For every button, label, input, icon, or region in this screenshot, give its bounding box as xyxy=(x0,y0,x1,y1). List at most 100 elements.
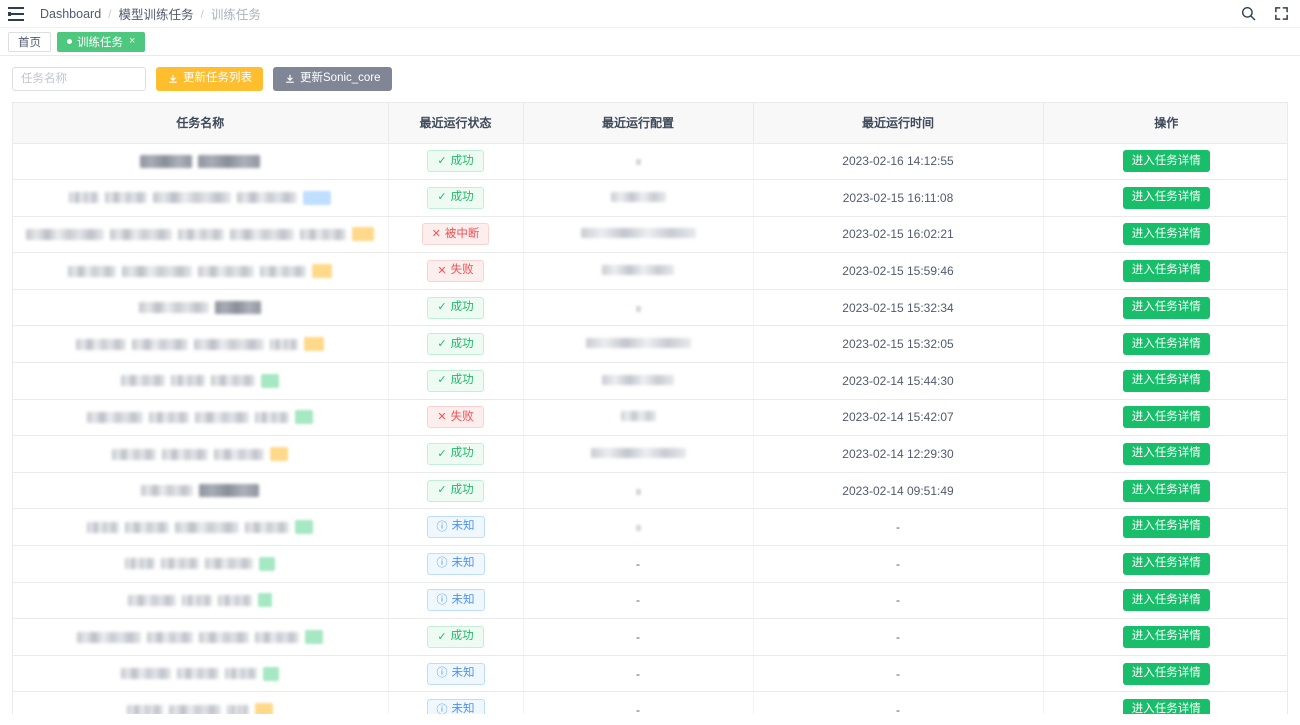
task-tag-chip xyxy=(255,703,274,714)
breadcrumb-separator: / xyxy=(108,6,112,21)
task-name-redacted xyxy=(19,410,382,425)
fullscreen-icon[interactable] xyxy=(1273,5,1290,22)
enter-task-detail-button[interactable]: 进入任务详情 xyxy=(1122,150,1210,173)
update-sonic-core-button[interactable]: 更新Sonic_core xyxy=(273,67,392,91)
cell-last-run-time: - xyxy=(753,691,1044,714)
column-header-last-run-time: 最近运行时间 xyxy=(753,103,1044,144)
status-badge-unknown: ⓘ 未知 xyxy=(426,699,485,714)
cell-last-run-config xyxy=(523,179,754,217)
update-task-list-label: 更新任务列表 xyxy=(183,72,252,85)
cell-last-run-status: ✓ 成功 xyxy=(388,325,524,364)
table-row: ⓘ 未知 - - 进入任务详情 xyxy=(13,655,1287,693)
enter-task-detail-button[interactable]: 进入任务详情 xyxy=(1122,589,1210,612)
cell-last-run-config: - xyxy=(523,582,754,620)
search-icon[interactable] xyxy=(1240,5,1257,22)
filter-toolbar: 更新任务列表 更新Sonic_core xyxy=(0,56,1300,102)
enter-task-detail-button[interactable]: 进入任务详情 xyxy=(1122,406,1210,429)
cell-last-run-status: ✓ 成功 xyxy=(388,362,524,400)
cell-last-run-status: ✕ 被中断 xyxy=(388,216,524,254)
task-tag-chip xyxy=(305,630,324,645)
tab-training-task[interactable]: 训练任务 × xyxy=(57,31,146,52)
enter-task-detail-button[interactable]: 进入任务详情 xyxy=(1122,552,1210,575)
cell-last-run-config xyxy=(523,289,754,327)
cell-task-name xyxy=(13,435,389,473)
table-row: ✕ 被中断 2023-02-15 16:02:21 进入任务详情 xyxy=(13,216,1287,254)
cell-last-run-time: 2023-02-14 09:51:49 xyxy=(753,472,1044,510)
check-icon: ✓ xyxy=(437,630,447,643)
redacted-text xyxy=(127,704,164,714)
redacted-text xyxy=(125,521,170,533)
check-icon: ✓ xyxy=(437,191,447,204)
cell-task-name xyxy=(13,179,389,217)
cell-actions: 进入任务详情 xyxy=(1043,582,1287,620)
config-redacted xyxy=(602,265,674,276)
redacted-text xyxy=(182,594,213,606)
cell-last-run-config: - xyxy=(523,618,754,656)
cell-actions: 进入任务详情 xyxy=(1043,691,1287,714)
breadcrumb-separator: / xyxy=(200,6,204,21)
cell-task-name xyxy=(13,472,389,510)
status-badge-unknown: ⓘ 未知 xyxy=(426,552,485,575)
tab-home-label: 首页 xyxy=(18,36,41,49)
top-header-bar: Dashboard / 模型训练任务 / 训练任务 xyxy=(0,0,1300,28)
redacted-text xyxy=(68,265,117,277)
cell-last-run-config: - xyxy=(523,655,754,693)
tab-home[interactable]: 首页 xyxy=(8,31,51,52)
cell-actions: 进入任务详情 xyxy=(1043,252,1287,290)
status-badge-success: ✓ 成功 xyxy=(427,626,484,649)
status-badge-label: 成功 xyxy=(450,300,474,313)
breadcrumb-item-dashboard[interactable]: Dashboard xyxy=(40,6,102,21)
redacted-text xyxy=(175,521,240,533)
info-circle-icon: ⓘ xyxy=(436,520,448,533)
info-circle-icon: ⓘ xyxy=(436,703,448,714)
enter-task-detail-button[interactable]: 进入任务详情 xyxy=(1122,662,1210,685)
redacted-text xyxy=(169,704,222,714)
enter-task-detail-button[interactable]: 进入任务详情 xyxy=(1122,260,1210,283)
enter-task-detail-button[interactable]: 进入任务详情 xyxy=(1122,626,1210,649)
task-name-redacted xyxy=(19,593,382,608)
status-badge-success: ✓ 成功 xyxy=(427,369,484,392)
cell-last-run-status: ⓘ 未知 xyxy=(388,545,524,583)
cell-last-run-config xyxy=(523,472,754,510)
enter-task-detail-button[interactable]: 进入任务详情 xyxy=(1122,699,1210,714)
task-tag-chip xyxy=(261,373,280,388)
task-name-search-input[interactable] xyxy=(12,67,146,91)
breadcrumb-item-model-training[interactable]: 模型训练任务 xyxy=(118,8,194,22)
table-row: ✓ 成功 2023-02-14 09:51:49 进入任务详情 xyxy=(13,472,1287,510)
config-redacted xyxy=(635,305,641,312)
table-row: ✕ 失败 2023-02-14 15:42:07 进入任务详情 xyxy=(13,399,1287,437)
config-redacted xyxy=(580,228,696,239)
tab-strip: 首页 训练任务 × xyxy=(0,28,1300,56)
config-redacted xyxy=(635,488,641,495)
table-header: 任务名称 最近运行状态 最近运行配置 最近运行时间 操作 xyxy=(13,103,1287,144)
enter-task-detail-button[interactable]: 进入任务详情 xyxy=(1122,516,1210,539)
enter-task-detail-button[interactable]: 进入任务详情 xyxy=(1122,296,1210,319)
cell-last-run-config xyxy=(523,508,754,547)
table-row: ✓ 成功 2023-02-14 15:44:30 进入任务详情 xyxy=(13,362,1287,400)
breadcrumb-item-training-task: 训练任务 xyxy=(210,8,261,22)
enter-task-detail-button[interactable]: 进入任务详情 xyxy=(1122,443,1210,466)
update-task-list-button[interactable]: 更新任务列表 xyxy=(156,67,263,91)
status-badge-label: 成功 xyxy=(450,374,474,387)
redacted-text xyxy=(245,521,290,533)
redacted-text xyxy=(162,448,209,460)
enter-task-detail-button[interactable]: 进入任务详情 xyxy=(1122,186,1210,209)
cell-actions: 进入任务详情 xyxy=(1043,216,1287,254)
update-sonic-core-label: 更新Sonic_core xyxy=(300,72,381,85)
enter-task-detail-button[interactable]: 进入任务详情 xyxy=(1122,333,1210,356)
cell-task-name xyxy=(13,216,389,254)
cell-last-run-time: - xyxy=(753,618,1044,656)
task-name-redacted xyxy=(19,190,382,205)
cell-last-run-time: 2023-02-14 15:42:07 xyxy=(753,399,1044,437)
enter-task-detail-button[interactable]: 进入任务详情 xyxy=(1122,369,1210,392)
hamburger-icon[interactable] xyxy=(8,6,24,21)
redacted-text xyxy=(140,154,193,168)
status-badge-success: ✓ 成功 xyxy=(427,443,484,466)
enter-task-detail-button[interactable]: 进入任务详情 xyxy=(1122,223,1210,246)
redacted-text xyxy=(195,411,250,423)
status-badge-label: 成功 xyxy=(450,337,474,350)
cell-last-run-time: - xyxy=(753,582,1044,620)
enter-task-detail-button[interactable]: 进入任务详情 xyxy=(1122,479,1210,502)
redacted-text xyxy=(214,448,265,460)
tab-close-icon[interactable]: × xyxy=(129,35,136,47)
